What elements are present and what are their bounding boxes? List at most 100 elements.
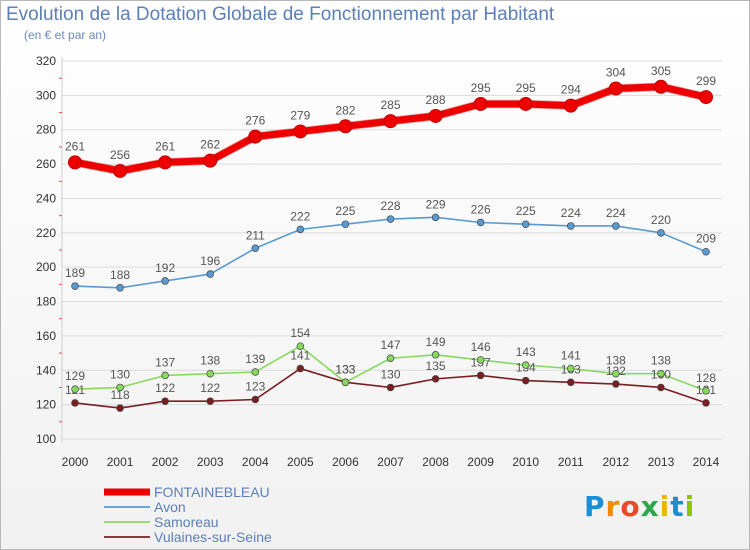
- x-tick-label: 2005: [287, 455, 314, 469]
- data-point-fontainebleau: [473, 96, 488, 111]
- data-point-samoreau: [296, 342, 305, 350]
- data-label-fontainebleau: 299: [696, 74, 716, 88]
- data-point-avon: [431, 213, 440, 222]
- data-point-vulaines-sur-seine: [296, 364, 305, 373]
- y-tick-label: 140: [36, 363, 56, 377]
- data-label-avon: 209: [696, 232, 716, 246]
- x-tick-label: 2004: [242, 455, 269, 469]
- data-label-samoreau: 133: [335, 362, 355, 376]
- data-point-samoreau: [251, 368, 260, 376]
- data-label-avon: 226: [471, 203, 491, 217]
- data-label-fontainebleau: 261: [65, 139, 85, 153]
- data-point-fontainebleau: [383, 114, 398, 129]
- data-label-fontainebleau: 262: [200, 138, 220, 152]
- data-label-samoreau: 143: [516, 345, 536, 359]
- x-tick-label: 2010: [512, 455, 539, 469]
- data-label-avon: 222: [290, 209, 310, 223]
- legend-label-avon: Avon: [154, 499, 186, 515]
- data-point-vulaines-sur-seine: [116, 404, 124, 412]
- y-tick-label: 260: [36, 157, 56, 171]
- data-point-vulaines-sur-seine: [476, 371, 485, 380]
- data-point-vulaines-sur-seine: [521, 376, 530, 385]
- data-point-samoreau: [206, 369, 214, 378]
- legend-label-samoreau: Samoreau: [154, 514, 219, 530]
- data-point-samoreau: [657, 369, 665, 378]
- data-label-vulaines-sur-seine: 122: [200, 381, 220, 395]
- data-label-avon: 189: [65, 266, 85, 280]
- data-point-samoreau: [161, 371, 169, 380]
- data-point-fontainebleau: [113, 163, 128, 178]
- data-label-avon: 188: [110, 268, 130, 282]
- data-point-avon: [567, 222, 575, 230]
- logo-letter: t: [670, 490, 685, 523]
- data-label-samoreau: 129: [65, 369, 85, 383]
- data-label-samoreau: 139: [245, 352, 265, 366]
- data-point-avon: [521, 220, 530, 228]
- data-label-fontainebleau: 304: [606, 65, 626, 79]
- logo-letter: i: [684, 490, 696, 523]
- data-label-vulaines-sur-seine: 141: [290, 349, 310, 363]
- data-point-avon: [612, 222, 620, 230]
- data-point-samoreau: [476, 356, 485, 364]
- data-label-samoreau: 130: [110, 367, 130, 381]
- data-point-vulaines-sur-seine: [251, 395, 260, 404]
- data-label-avon: 224: [561, 206, 581, 220]
- data-point-fontainebleau: [608, 81, 623, 96]
- data-label-fontainebleau: 305: [651, 64, 671, 78]
- data-label-samoreau: 141: [561, 349, 581, 363]
- data-label-samoreau: 138: [651, 354, 671, 368]
- data-point-samoreau: [116, 383, 124, 392]
- x-tick-label: 2008: [422, 455, 449, 469]
- data-label-vulaines-sur-seine: 133: [335, 362, 355, 376]
- y-tick-label: 320: [36, 54, 56, 68]
- data-point-vulaines-sur-seine: [657, 383, 665, 392]
- data-point-avon: [476, 218, 485, 227]
- data-label-avon: 220: [651, 213, 671, 227]
- data-label-avon: 229: [426, 197, 446, 211]
- y-tick-label: 300: [36, 88, 56, 102]
- data-point-vulaines-sur-seine: [431, 375, 440, 383]
- data-label-vulaines-sur-seine: 123: [245, 379, 265, 393]
- data-label-vulaines-sur-seine: 135: [426, 359, 446, 373]
- data-label-avon: 228: [380, 199, 400, 213]
- chart-subtitle: (en € et par an): [24, 28, 107, 42]
- x-tick-label: 2001: [107, 455, 134, 469]
- x-tick-label: 2002: [152, 455, 179, 469]
- legend-label-vulaines-sur-seine: Vulaines-sur-Seine: [154, 529, 272, 545]
- data-point-fontainebleau: [653, 79, 668, 94]
- y-tick-label: 100: [36, 432, 56, 446]
- data-point-avon: [71, 282, 79, 290]
- y-tick-label: 120: [36, 398, 56, 412]
- data-point-avon: [702, 247, 710, 256]
- data-point-vulaines-sur-seine: [567, 378, 575, 387]
- data-point-samoreau: [521, 361, 530, 369]
- data-label-avon: 224: [606, 206, 626, 220]
- data-point-samoreau: [431, 351, 440, 359]
- data-point-avon: [657, 229, 665, 237]
- data-label-samoreau: 154: [290, 326, 310, 340]
- data-point-samoreau: [567, 364, 575, 373]
- data-point-avon: [251, 244, 260, 253]
- data-point-vulaines-sur-seine: [206, 397, 214, 405]
- logo-letter: x: [640, 490, 660, 523]
- data-point-avon: [116, 284, 124, 292]
- data-label-avon: 196: [200, 254, 220, 268]
- data-label-avon: 192: [155, 261, 175, 275]
- data-label-samoreau: 146: [471, 340, 491, 354]
- logo-letter: P: [584, 490, 606, 523]
- data-point-fontainebleau: [518, 96, 533, 111]
- data-point-avon: [161, 277, 169, 285]
- x-tick-label: 2000: [62, 455, 89, 469]
- data-point-fontainebleau: [563, 98, 578, 113]
- logo-letter: o: [620, 490, 641, 523]
- data-point-vulaines-sur-seine: [161, 397, 169, 405]
- data-label-fontainebleau: 261: [155, 139, 175, 153]
- data-point-samoreau: [612, 369, 620, 378]
- data-point-fontainebleau: [203, 153, 218, 168]
- data-point-fontainebleau: [158, 155, 173, 170]
- data-label-avon: 225: [516, 204, 536, 218]
- data-point-fontainebleau: [68, 155, 82, 170]
- y-tick-label: 240: [36, 191, 56, 205]
